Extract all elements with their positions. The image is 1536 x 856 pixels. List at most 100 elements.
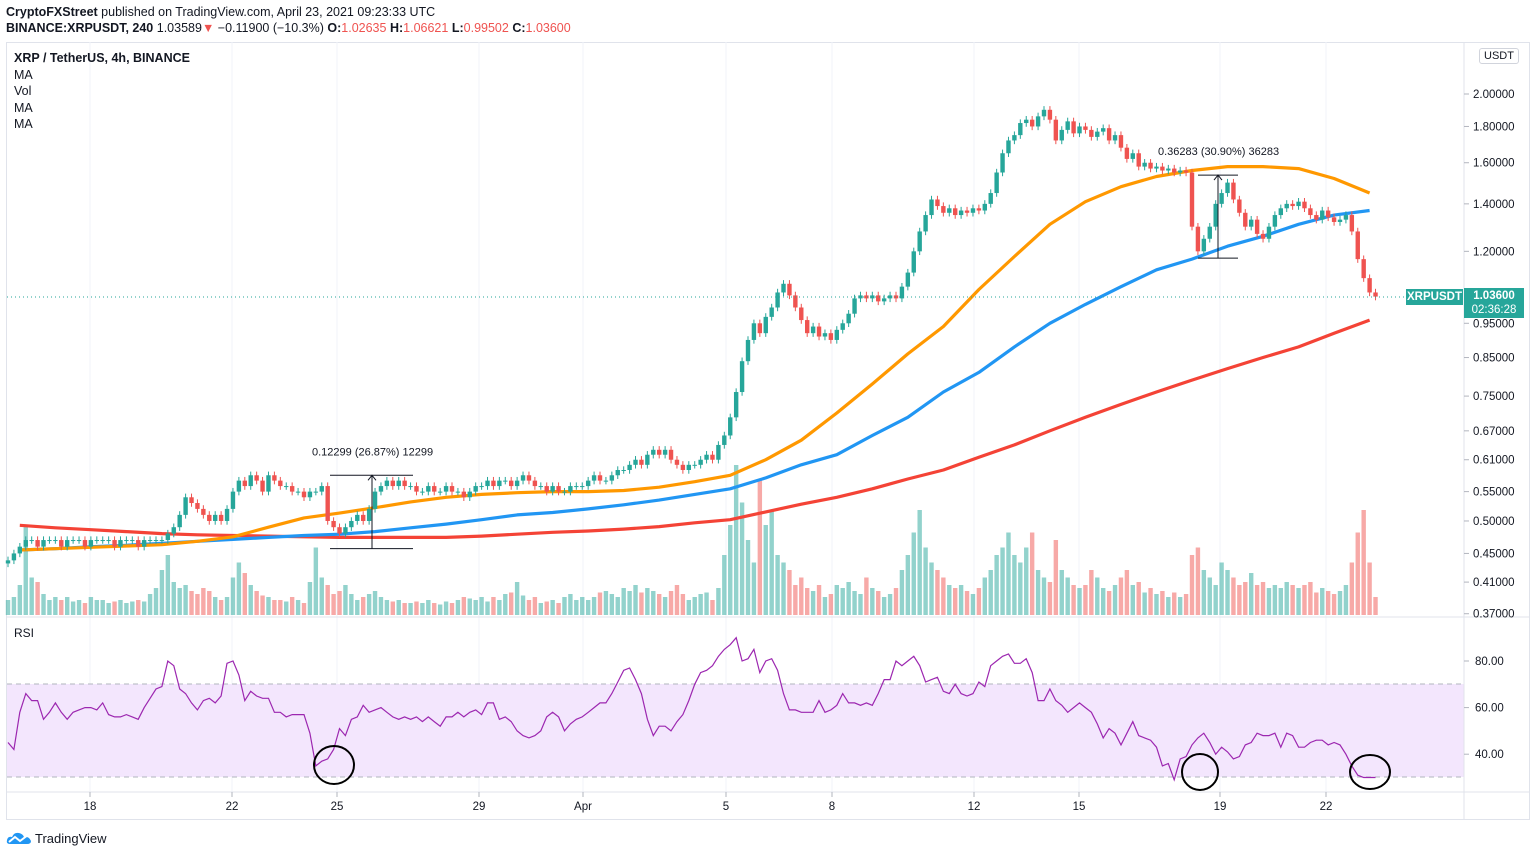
candle — [479, 482, 484, 490]
volume-bar — [396, 600, 401, 615]
legend-title[interactable]: XRP / TetherUS, 4h, BINANCE — [14, 51, 190, 65]
volume-bar — [1136, 582, 1141, 615]
candle-body — [473, 486, 478, 492]
candle — [1290, 200, 1295, 210]
candle-body — [994, 172, 999, 194]
candle-body — [633, 459, 638, 465]
volume-bar — [627, 591, 632, 615]
candle-body — [355, 514, 360, 521]
ma-line-blue — [19, 208, 1370, 552]
volume-bar — [1089, 570, 1094, 615]
candle-body — [710, 454, 715, 460]
candle — [704, 451, 709, 464]
candle-body — [674, 459, 680, 465]
candle-body — [745, 339, 751, 362]
candle — [35, 536, 40, 551]
currency-button[interactable]: USDT — [1479, 48, 1519, 64]
volume-bar — [1207, 577, 1212, 615]
candle-body — [1177, 170, 1183, 173]
legend-ma[interactable]: MA — [14, 117, 33, 131]
candle — [177, 511, 182, 531]
range-label: 0.12299 (26.87%) 12299 — [312, 446, 433, 458]
volume-bar — [988, 570, 993, 615]
volume-bar — [390, 601, 395, 615]
price-tick-label: 1.80000 — [1473, 121, 1515, 133]
candle-body — [810, 326, 816, 334]
rsi-title[interactable]: RSI — [14, 626, 35, 640]
volume-bar — [526, 600, 532, 615]
candle — [165, 529, 171, 544]
candle-body — [692, 464, 697, 466]
candle — [396, 476, 401, 490]
candle-body — [402, 480, 407, 487]
volume-bar — [1183, 594, 1189, 615]
volume-bar — [674, 585, 680, 615]
price-tick-label: 0.85000 — [1473, 353, 1515, 365]
candle — [1367, 274, 1372, 297]
volume-bar — [799, 577, 804, 615]
candle — [538, 482, 543, 490]
legend-ma[interactable]: MA — [14, 67, 33, 82]
time-tick-label: 19 — [1214, 801, 1227, 813]
volume-bar — [295, 600, 301, 615]
volume-bar — [384, 600, 390, 615]
candle-body — [982, 203, 987, 211]
price-tick-label: 0.75000 — [1473, 391, 1515, 403]
tradingview-logo[interactable]: TradingView — [6, 830, 107, 846]
candle — [633, 456, 638, 469]
candle-body — [201, 508, 206, 515]
candle-body — [947, 208, 952, 213]
candle-body — [1296, 201, 1301, 207]
candle — [384, 476, 390, 490]
legend-ma[interactable]: MA — [14, 100, 33, 115]
volume-bar — [739, 502, 745, 615]
candle — [1361, 255, 1366, 282]
volume-bar — [858, 594, 863, 615]
candle-body — [29, 540, 34, 542]
candle — [710, 451, 715, 464]
candle-body — [5, 560, 11, 564]
candle — [236, 476, 242, 496]
candle — [1124, 144, 1130, 163]
volume-bar — [449, 603, 455, 615]
candle-body — [722, 435, 727, 445]
price-tick-label: 2.00000 — [1473, 89, 1515, 101]
candle-body — [805, 320, 810, 334]
volume-bar — [1373, 597, 1378, 615]
candle-body — [562, 491, 567, 493]
candle — [1373, 288, 1378, 301]
candle — [82, 536, 88, 551]
candle-body — [1024, 119, 1029, 124]
candle-body — [769, 307, 774, 317]
candle — [136, 536, 141, 551]
candle — [183, 493, 188, 519]
candle-body — [503, 480, 508, 482]
candle — [609, 471, 615, 485]
volume-bar — [1166, 597, 1171, 615]
volume-bar — [562, 597, 567, 615]
candle — [532, 476, 538, 490]
candle-body — [580, 486, 585, 488]
volume-bar — [41, 594, 46, 615]
volume-bar — [994, 555, 999, 615]
time-tick-label: 22 — [226, 801, 239, 813]
volume-bar — [53, 597, 58, 615]
candle — [313, 487, 319, 496]
candle — [485, 476, 490, 490]
candle — [65, 536, 70, 551]
price-tick-label: 0.45000 — [1473, 548, 1515, 560]
volume-bar — [147, 594, 153, 615]
candle-body — [207, 514, 212, 521]
candle-body — [266, 475, 271, 492]
candle — [733, 388, 739, 422]
volume-bar — [1065, 577, 1070, 615]
candle-body — [1343, 215, 1349, 220]
candle-body — [159, 540, 165, 542]
candle — [390, 476, 395, 490]
candle-body — [272, 475, 277, 481]
candle-body — [1237, 199, 1242, 213]
volume-bar — [887, 594, 893, 615]
candle-body — [964, 210, 970, 213]
legend-vol[interactable]: Vol — [14, 84, 32, 98]
